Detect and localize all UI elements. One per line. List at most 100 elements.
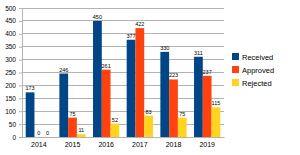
- data-label: 311: [194, 50, 203, 56]
- y-tick-mark: [19, 137, 22, 138]
- x-tick-label: 2018: [166, 141, 182, 148]
- y-tick-label: 200: [5, 82, 16, 89]
- y-tick-mark: [19, 47, 22, 48]
- data-label: 75: [69, 111, 75, 117]
- legend-swatch: [232, 79, 239, 86]
- legend-swatch: [232, 66, 239, 73]
- y-tick: 150: [5, 95, 22, 102]
- y-tick-label: 400: [5, 30, 16, 37]
- bar: [144, 116, 153, 137]
- data-labels: 1732464503773303110752614222232370115283…: [25, 14, 220, 136]
- bar: [59, 74, 68, 137]
- y-tick: 100: [5, 108, 22, 115]
- y-tick-label: 50: [9, 121, 17, 128]
- x-tick-label: 2016: [98, 141, 114, 148]
- y-tick-mark: [19, 98, 22, 99]
- data-label: 237: [203, 69, 212, 75]
- data-label: 0: [46, 130, 49, 136]
- y-tick: 50: [9, 121, 22, 128]
- y-tick-mark: [19, 60, 22, 61]
- bar: [212, 107, 221, 137]
- y-tick: 450: [5, 17, 22, 24]
- grid-line: [22, 98, 224, 99]
- bars: [26, 21, 221, 137]
- bar: [127, 40, 136, 137]
- x-tick-label: 2014: [31, 141, 47, 148]
- grid-line: [22, 33, 224, 34]
- data-label: 52: [112, 117, 118, 123]
- grid-line: [22, 8, 224, 9]
- bar: [178, 118, 187, 137]
- y-tick: 400: [5, 30, 22, 37]
- y-tick-label: 100: [5, 108, 16, 115]
- bar: [102, 70, 111, 137]
- y-tick: 250: [5, 69, 22, 76]
- data-label: 223: [169, 72, 178, 78]
- grid-line: [22, 20, 224, 21]
- bar: [68, 118, 77, 137]
- data-label: 75: [179, 111, 185, 117]
- x-tick: 2019: [199, 141, 215, 148]
- data-label: 377: [126, 33, 135, 39]
- x-tick: 2018: [166, 141, 182, 148]
- bar: [93, 21, 102, 137]
- bar: [169, 79, 178, 137]
- plot: 0 50 100 150 200 250 300 350 400 450 500 2014 2015 20…: [5, 5, 224, 148]
- y-tick-mark: [19, 8, 22, 9]
- bar: [160, 52, 169, 137]
- x-tick: 2015: [65, 141, 81, 148]
- y-tick-label: 150: [5, 95, 16, 102]
- legend-swatch: [232, 53, 239, 60]
- grid-line: [22, 124, 224, 125]
- legend-label: Received: [242, 53, 273, 62]
- y-tick-label: 500: [5, 5, 16, 12]
- y-tick-mark: [19, 85, 22, 86]
- x-tick-label: 2019: [199, 141, 215, 148]
- grid-line: [22, 137, 224, 138]
- y-tick-mark: [19, 111, 22, 112]
- bar: [43, 137, 52, 138]
- grid-line: [22, 59, 224, 60]
- legend-item: Rejected: [232, 79, 272, 88]
- y-tick-label: 350: [5, 43, 16, 50]
- y-tick-mark: [19, 124, 22, 125]
- data-label: 11: [78, 127, 84, 133]
- bar: [26, 92, 35, 137]
- y-tick-label: 250: [5, 69, 16, 76]
- data-label: 115: [212, 100, 221, 106]
- bar: [135, 28, 144, 137]
- chart: 0 50 100 150 200 250 300 350 400 450 500 2014 2015 20…: [0, 0, 300, 155]
- data-label: 330: [160, 45, 169, 51]
- grid-line: [22, 111, 224, 112]
- data-label: 0: [37, 130, 40, 136]
- x-axis-line: [23, 137, 225, 138]
- data-label: 450: [93, 14, 102, 20]
- grid-line: [22, 46, 224, 47]
- x-tick: 2014: [31, 141, 47, 148]
- y-tick: 0: [12, 134, 22, 141]
- x-tick: 2017: [132, 141, 148, 148]
- y-tick-label: 300: [5, 56, 16, 63]
- y-tick: 200: [5, 82, 22, 89]
- data-label: 246: [59, 67, 68, 73]
- legend-item: Received: [232, 53, 273, 62]
- bar: [34, 137, 43, 138]
- data-label: 422: [135, 21, 144, 27]
- bar: [203, 76, 212, 137]
- grid-line: [22, 72, 224, 73]
- legend-label: Rejected: [242, 79, 272, 88]
- y-tick-mark: [19, 34, 22, 35]
- bar: [111, 124, 120, 137]
- y-tick-label: 0: [12, 134, 16, 141]
- y-tick-mark: [19, 73, 22, 74]
- data-label: 173: [25, 85, 34, 91]
- data-label: 261: [102, 63, 111, 69]
- legend-label: Approved: [242, 66, 274, 75]
- legend-item: Approved: [232, 66, 274, 75]
- bar: [194, 57, 203, 137]
- bar: [77, 134, 86, 137]
- y-axis-line: [22, 9, 23, 138]
- grid: [22, 8, 224, 137]
- y-tick-mark: [19, 21, 22, 22]
- grid-line: [22, 85, 224, 86]
